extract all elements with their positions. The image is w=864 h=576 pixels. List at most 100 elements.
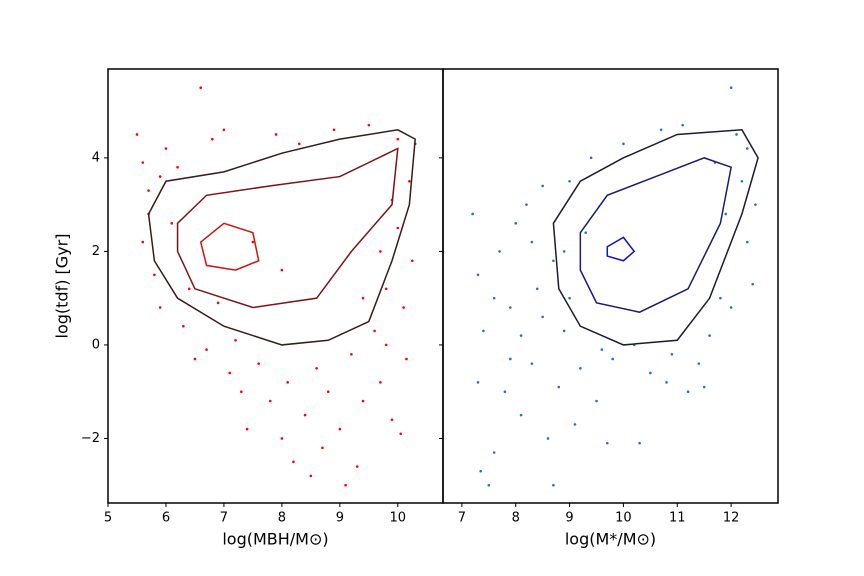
point [735,133,738,136]
x-axis-label: log(M*/M⊙) [565,530,656,549]
point [176,165,179,169]
point [309,474,313,478]
point [611,357,614,361]
point [530,362,534,365]
point [584,231,588,234]
point [605,441,609,445]
y-axis-label: log(tdf) [Gyr] [53,234,72,339]
point [530,240,534,244]
point [492,451,496,454]
point [361,296,365,300]
point [649,371,652,375]
contour [176,147,399,309]
point [211,137,214,141]
point [541,315,544,319]
point [740,179,744,183]
point [681,123,684,127]
point [405,357,408,361]
point [222,128,226,132]
point [355,465,359,468]
point [589,156,593,160]
y-tick-label: 2 [92,244,100,259]
point [476,273,480,277]
point [245,427,249,431]
point [303,413,307,417]
point [390,418,394,422]
point [476,381,480,384]
point [205,348,208,351]
point [332,128,336,132]
point [552,483,555,487]
point [193,357,197,361]
point [396,226,400,230]
point [158,306,162,309]
point [384,343,388,347]
point [240,390,243,393]
point [552,259,555,263]
point [268,399,272,403]
point [170,222,174,225]
point [315,367,318,370]
point [199,86,203,90]
point [509,306,512,309]
point [182,324,185,328]
point [498,250,501,253]
point [746,240,749,244]
point [164,147,168,150]
point [541,184,544,188]
point [573,423,577,426]
point [503,390,507,393]
point [568,296,571,300]
point [708,334,711,337]
point [579,367,582,370]
y-tick-label: 4 [92,150,100,165]
point [471,212,474,216]
point [141,240,145,244]
point [622,142,625,146]
point [344,483,347,487]
y-tick-label: 0 [92,337,100,352]
point [257,362,260,365]
x-tick-label: 10 [615,511,632,526]
point [141,161,145,164]
point [729,86,733,90]
point [280,268,284,272]
point [384,287,388,291]
x-tick-label: 9 [336,511,344,526]
point [686,390,690,393]
point [562,329,566,333]
point [525,203,528,206]
point [479,469,483,473]
point [379,381,382,384]
point [361,399,365,403]
x-tick-label: 12 [723,511,740,526]
point [350,352,353,356]
x-tick-label: 11 [669,511,686,526]
point [697,362,701,365]
point [562,250,566,253]
contour [552,129,759,346]
x-tick-label: 6 [162,511,170,526]
point [492,296,496,300]
x-tick-label: 5 [104,511,112,526]
x-tick-label: 8 [512,511,520,526]
contour [606,236,636,262]
point [557,385,561,389]
point [373,329,376,333]
point [754,203,757,206]
x-tick-label: 8 [278,511,286,526]
point [659,128,663,132]
panel: 7 8 9 10 11 12 log(M*/M⊙) [439,68,779,549]
point [280,437,284,440]
point [321,446,324,450]
panel: 5 6 7 8 9 10 −2 0 2 4 log(MBH/M⊙) log(tdf) [Gyr] [53,68,444,549]
point [535,287,539,291]
point [482,329,485,333]
point [297,142,301,146]
x-tick-label: 9 [565,511,573,526]
point [147,189,150,192]
y-tick-label: −2 [81,431,100,446]
point [729,306,733,309]
point [509,357,512,361]
